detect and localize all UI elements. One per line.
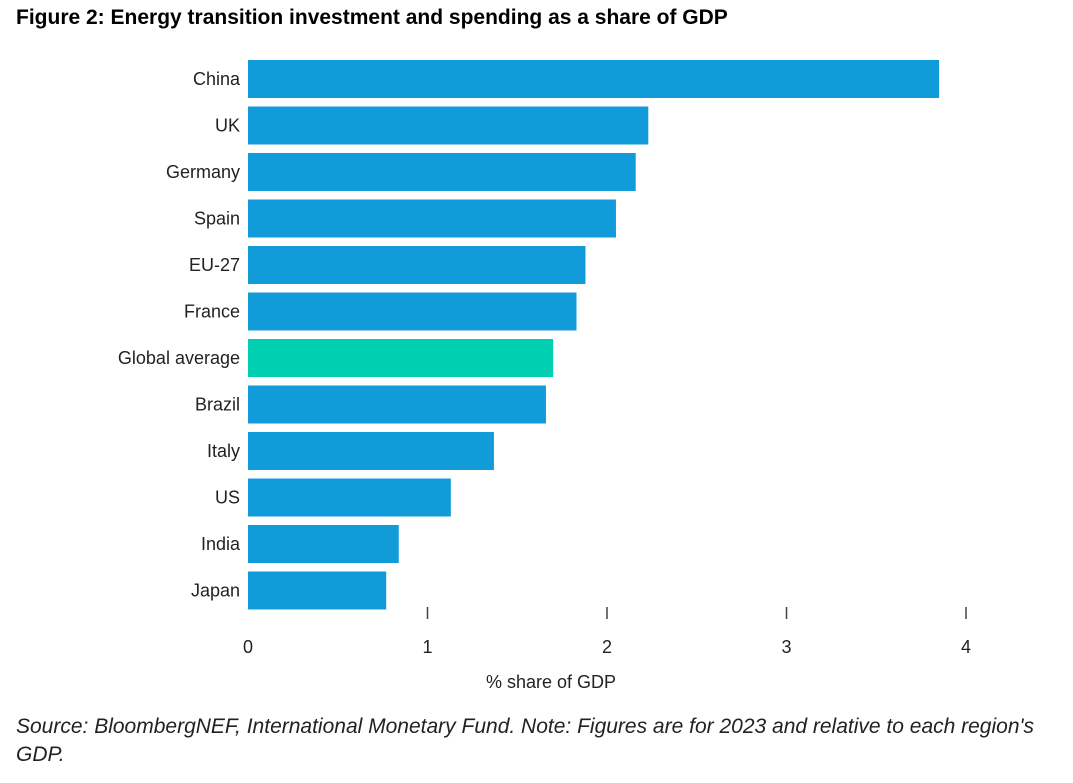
category-label-brazil: Brazil xyxy=(195,395,240,415)
chart-title: Figure 2: Energy transition investment a… xyxy=(16,6,728,29)
category-label-germany: Germany xyxy=(166,162,240,182)
category-label-eu-27: EU-27 xyxy=(189,255,240,275)
x-tick-label-4: 4 xyxy=(961,637,971,657)
bar-germany xyxy=(248,153,636,191)
x-tick-label-1: 1 xyxy=(422,637,432,657)
category-label-us: US xyxy=(215,488,240,508)
bar-spain xyxy=(248,199,616,238)
x-tick-label-0: 0 xyxy=(243,637,253,657)
bar-japan xyxy=(248,571,387,610)
x-tick-label-3: 3 xyxy=(781,637,791,657)
category-label-japan: Japan xyxy=(191,581,240,601)
bar-italy xyxy=(248,432,494,470)
bar-uk xyxy=(248,106,649,145)
category-label-italy: Italy xyxy=(207,441,240,461)
bar-france xyxy=(248,292,577,331)
x-axis-ticks xyxy=(426,607,967,619)
source-note: Source: BloombergNEF, International Mone… xyxy=(16,715,1035,766)
bar-china xyxy=(248,60,940,98)
bar-eu-27 xyxy=(248,246,586,284)
x-axis-title: % share of GDP xyxy=(486,672,616,692)
bar-us xyxy=(248,478,451,517)
category-label-china: China xyxy=(193,69,241,89)
bar-brazil xyxy=(248,385,546,424)
category-label-uk: UK xyxy=(215,116,240,136)
x-tick-label-2: 2 xyxy=(602,637,612,657)
category-label-global-average: Global average xyxy=(118,348,240,368)
category-label-france: France xyxy=(184,302,240,322)
bar-global-average xyxy=(248,339,554,377)
bar-chart: China UK Germany Spain EU-27 France Global ave… xyxy=(118,60,971,692)
x-axis-tick-labels: 0 1 2 3 4 xyxy=(243,637,971,657)
category-labels: China UK Germany Spain EU-27 France Global ave… xyxy=(118,69,241,601)
category-label-spain: Spain xyxy=(194,209,240,229)
bar-group xyxy=(248,60,940,610)
category-label-india: India xyxy=(201,534,241,554)
bar-india xyxy=(248,525,399,563)
